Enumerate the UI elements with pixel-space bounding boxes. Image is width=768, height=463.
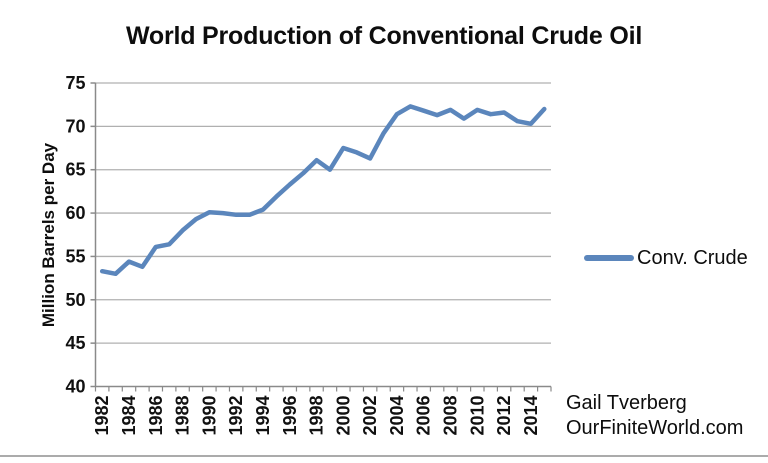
x-tick-label: 1986 [146,396,166,436]
x-tick-label: 2010 [467,396,487,436]
x-tick-label: 2014 [521,396,541,436]
y-tick-label: 75 [65,73,85,93]
x-tick-label: 2012 [494,396,514,436]
x-tick-label: 2006 [414,396,434,436]
x-tick-label: 1998 [307,396,327,436]
attribution-author: Gail Tverberg [566,392,687,414]
y-tick-label: 40 [65,377,85,397]
x-tick-label: 2004 [387,396,407,436]
y-tick-label: 60 [65,203,85,223]
y-tick-label: 45 [65,333,85,353]
x-tick-label: 1994 [253,396,273,436]
x-tick-label: 2002 [360,396,380,436]
chart-title: World Production of Conventional Crude O… [125,22,643,50]
y-tick-label: 65 [65,160,85,180]
conv-crude-series-line [99,104,547,277]
x-tick-label: 1992 [226,396,246,436]
attribution-site: OurFiniteWorld.com [566,417,744,439]
x-tick-label: 2000 [333,396,353,436]
legend-label: Conv. Crude [637,246,748,269]
legend: Conv. Crude [584,245,748,271]
x-tick-label: 1996 [280,396,300,436]
legend-line-swatch [584,255,634,261]
bottom-divider [0,455,768,457]
x-tick-label: 1990 [199,396,219,436]
y-tick-label: 50 [65,290,85,310]
x-tick-label: 1982 [92,396,112,436]
x-tick-label: 1988 [173,396,193,436]
x-tick-label: 2008 [441,396,461,436]
y-tick-label: 70 [65,116,85,136]
attribution: Gail Tverberg OurFiniteWorld.com [566,391,743,441]
y-tick-label: 55 [65,246,85,266]
x-tick-label: 1984 [119,396,139,436]
